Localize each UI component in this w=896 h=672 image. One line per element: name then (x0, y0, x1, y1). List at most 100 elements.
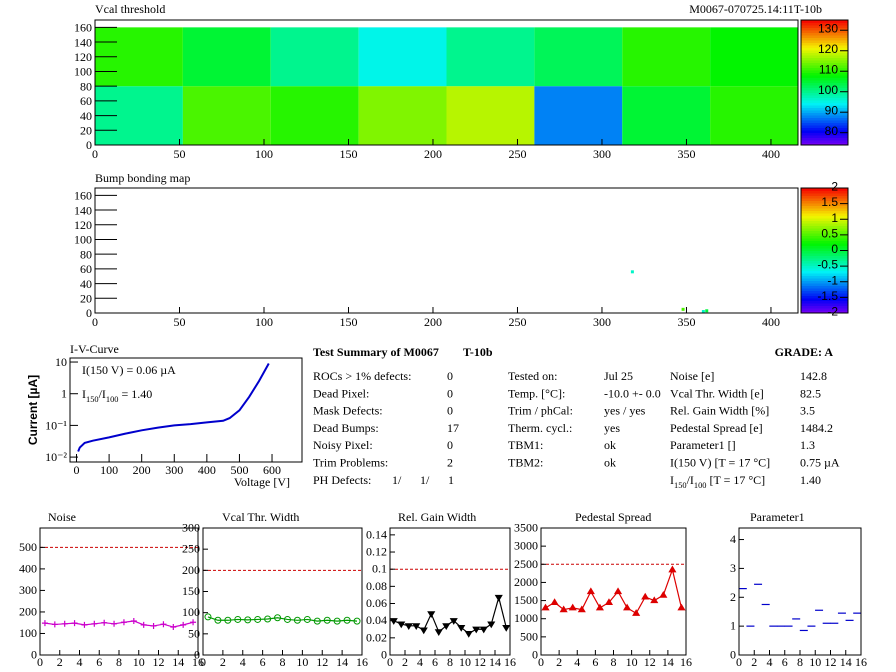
marker (353, 617, 361, 625)
summary-label: TBM2: (508, 456, 543, 470)
marker (541, 603, 550, 611)
x-tick-label: 6 (782, 655, 788, 669)
y-tick-label: 3000 (514, 539, 538, 553)
heatmap-cell (710, 27, 798, 87)
color-scale (801, 215, 848, 219)
y-tick-label: 140 (74, 203, 92, 217)
color-scale (801, 122, 848, 126)
color-scale (801, 263, 848, 266)
x-tick-label: 0 (74, 463, 80, 477)
summary-label: Trim Problems: (313, 456, 388, 470)
x-tick-label: 150 (339, 315, 357, 329)
color-scale (801, 288, 848, 291)
marker (641, 592, 650, 600)
color-scale (801, 82, 848, 86)
x-tick-label: 0 (37, 655, 43, 669)
heatmap-cell (710, 86, 798, 145)
y-tick-label: 120 (74, 50, 92, 64)
marker (190, 619, 197, 626)
color-scale (801, 27, 848, 31)
color-scale (801, 248, 848, 251)
x-tick-label: 2 (57, 655, 63, 669)
heatmap-cell (270, 86, 359, 145)
color-scale (801, 230, 848, 234)
x-tick-label: 2 (751, 655, 757, 669)
y-tick-label: 60 (80, 262, 92, 276)
summary-label: Tested on: (508, 369, 557, 383)
marker (464, 630, 473, 638)
summary-value: 17 (447, 421, 459, 435)
color-scale (801, 188, 848, 191)
color-scale (801, 303, 848, 306)
marker (293, 616, 301, 624)
series-line (207, 616, 358, 622)
x-tick-label: 8 (116, 655, 122, 669)
heatmap-cell (622, 27, 711, 87)
marker (449, 618, 458, 625)
marker (120, 619, 127, 626)
summary-label: I(150 V) [T = 17 °C] (670, 456, 770, 470)
color-scale (801, 270, 848, 274)
heatmap-cell (446, 27, 535, 87)
color-scale (801, 60, 848, 63)
x-tick-label: 50 (173, 147, 185, 161)
marker (61, 620, 68, 627)
x-tick-label: 300 (165, 463, 183, 477)
y-tick-label: 0 (532, 648, 538, 662)
summary-value: 0 (447, 438, 453, 452)
color-scale (801, 55, 848, 58)
x-tick-label: 400 (198, 463, 216, 477)
chart-title: Pedestal Spread (575, 510, 651, 524)
summary-value: 0 (447, 404, 453, 418)
color-scale (801, 200, 848, 204)
color-scale (801, 45, 848, 48)
summary-label-part: 100 (694, 481, 707, 490)
marker (613, 587, 623, 595)
summary-label: Temp. [°C]: (508, 386, 565, 400)
color-scale (801, 77, 848, 81)
x-tick-label: 4 (767, 655, 773, 669)
color-scale (801, 102, 848, 106)
z-tick-label: 1 (831, 211, 838, 225)
ph-defect-value: 1/ (392, 473, 402, 487)
marker (343, 616, 351, 624)
marker (434, 629, 443, 636)
color-scale (801, 67, 848, 71)
y-tick-label: 400 (19, 561, 37, 575)
color-scale (801, 140, 848, 143)
z-tick-label: 110 (819, 63, 838, 77)
heatmap-cell (358, 86, 447, 145)
color-scale (801, 198, 848, 201)
heatmap-cell (358, 27, 447, 87)
x-tick-label: 2 (556, 655, 562, 669)
color-scale (801, 62, 848, 66)
z-tick-label: 1.5 (821, 195, 838, 209)
x-tick-label: 0 (92, 315, 98, 329)
color-scale (801, 20, 848, 23)
color-scale (801, 238, 848, 241)
marker (632, 609, 641, 616)
chart-title: Vcal Thr. Width (222, 510, 299, 524)
bump-point (701, 310, 705, 314)
color-scale (801, 47, 848, 51)
x-tick-label: 50 (173, 315, 185, 329)
y-tick-label: 300 (182, 521, 200, 535)
color-scale (801, 243, 848, 246)
x-tick-label: 14 (662, 655, 674, 669)
summary-value: yes / yes (604, 404, 646, 418)
color-scale (801, 87, 848, 91)
summary-label: I150/I100 [T = 17 °C] (670, 473, 765, 490)
x-tick-label: 4 (77, 655, 83, 669)
y-tick-label: 0.1 (372, 562, 387, 576)
marker (427, 611, 436, 618)
marker (224, 616, 232, 624)
marker (419, 627, 428, 635)
color-scale (801, 90, 848, 93)
x-tick-label: 600 (263, 463, 281, 477)
color-scale (801, 115, 848, 118)
plot-frame (69, 357, 303, 463)
marker (577, 605, 586, 613)
heatmap-cell (182, 86, 271, 145)
marker (313, 617, 321, 625)
marker (502, 624, 511, 632)
